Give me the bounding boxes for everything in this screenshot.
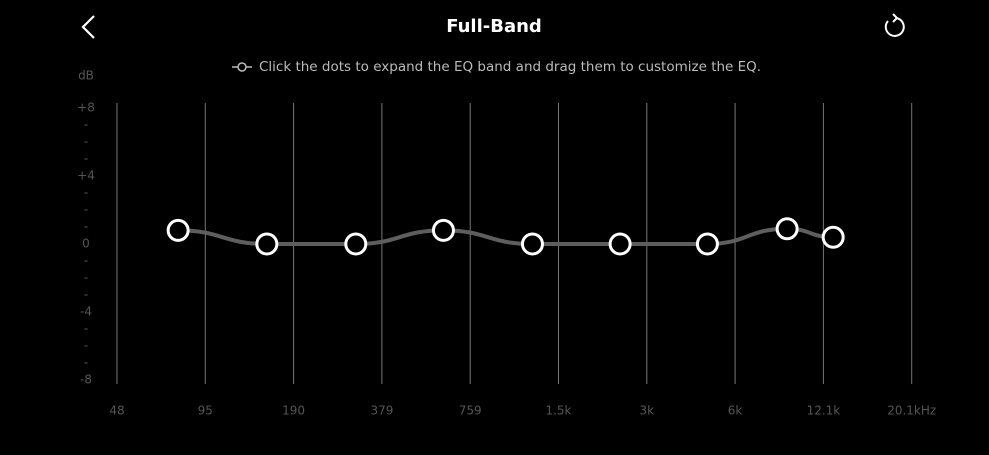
plot: +8 - - - +4 - - - 0 - - - -4 - - - -8 48 95 190 379 759 1.5k 3k… bbox=[77, 101, 936, 418]
y-tick-label: - bbox=[84, 152, 88, 166]
x-tick-label: 48 bbox=[109, 404, 124, 418]
eq-band-dot[interactable] bbox=[166, 218, 190, 242]
eq-band-dot[interactable] bbox=[344, 232, 368, 256]
eq-band-dot[interactable] bbox=[775, 217, 799, 241]
x-tick-label: 759 bbox=[459, 404, 482, 418]
eq-curve bbox=[178, 226, 834, 247]
eq-band-dot[interactable] bbox=[520, 232, 544, 256]
y-tick-label: +8 bbox=[77, 101, 95, 115]
eq-band-dot[interactable] bbox=[255, 232, 279, 256]
y-tick-label: 0 bbox=[82, 237, 90, 251]
eq-band-dot[interactable] bbox=[608, 232, 632, 256]
y-tick-label: - bbox=[84, 186, 88, 200]
y-tick-label: - bbox=[84, 254, 88, 268]
y-tick-label: - bbox=[84, 203, 88, 217]
y-tick-label: - bbox=[84, 118, 88, 132]
y-tick-label: - bbox=[84, 339, 88, 353]
x-tick-label: 379 bbox=[370, 404, 393, 418]
y-tick-label: - bbox=[84, 271, 88, 285]
y-tick-label: - bbox=[84, 288, 88, 302]
title: Full-Band bbox=[446, 16, 542, 37]
y-tick-label: - bbox=[84, 322, 88, 336]
x-tick-label: 6k bbox=[728, 404, 743, 418]
y-tick-label: -8 bbox=[80, 373, 92, 387]
eq-band-dot[interactable] bbox=[431, 218, 455, 242]
eq-band-dot[interactable] bbox=[695, 232, 719, 256]
hint-text: Click the dots to expand the EQ band and… bbox=[259, 59, 761, 75]
y-tick-label: +4 bbox=[77, 169, 95, 183]
y-tick-label: -4 bbox=[80, 305, 92, 319]
y-tick-label: - bbox=[84, 356, 88, 370]
x-tick-label: 20.1kHz bbox=[887, 404, 936, 418]
y-tick-label: - bbox=[84, 135, 88, 149]
y-tick-label: - bbox=[84, 220, 88, 234]
x-tick-label: 190 bbox=[282, 404, 305, 418]
hint-icon bbox=[232, 62, 252, 72]
x-tick-label: 1.5k bbox=[545, 404, 571, 418]
eq-band-dot[interactable] bbox=[821, 225, 845, 249]
x-tick-label: 3k bbox=[640, 404, 655, 418]
x-tick-label: 95 bbox=[198, 404, 213, 418]
back-button[interactable] bbox=[81, 15, 95, 39]
y-axis-label: dB bbox=[78, 69, 94, 83]
x-tick-label: 12.1k bbox=[807, 404, 841, 418]
reset-button[interactable] bbox=[884, 13, 905, 37]
